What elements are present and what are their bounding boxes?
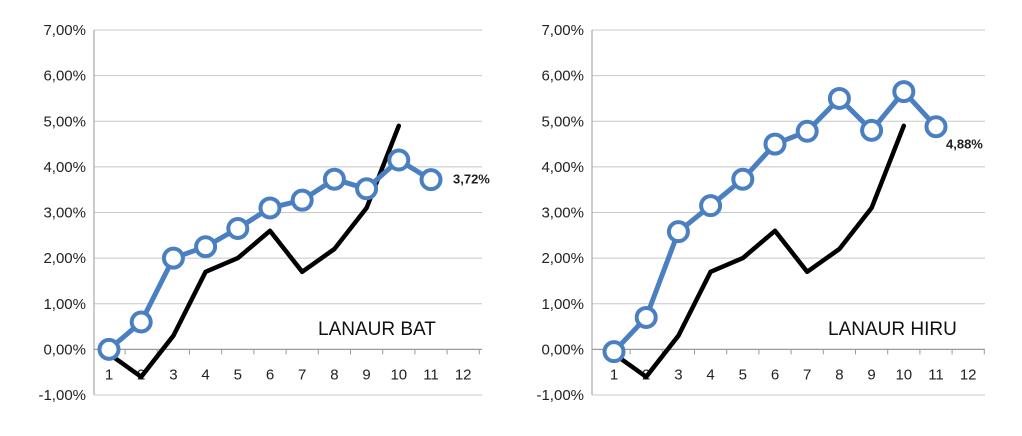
- x-tick-label: 9: [362, 366, 370, 383]
- series-point: [258, 196, 282, 220]
- y-tick-label: 2,00%: [43, 250, 86, 267]
- x-tick-label: 7: [803, 366, 811, 383]
- series-point: [194, 235, 218, 259]
- x-tick-label: 5: [234, 366, 242, 383]
- y-tick-label: 1,00%: [541, 296, 584, 313]
- y-tick-label: 4,00%: [541, 159, 584, 176]
- data-label: 4,88%: [946, 137, 983, 152]
- series-point: [731, 167, 755, 191]
- x-tick-label: 10: [895, 366, 912, 383]
- x-tick-label: 12: [960, 366, 977, 383]
- panel-label: LANAUR HIRU: [828, 319, 957, 340]
- x-tick-label: 1: [105, 366, 113, 383]
- y-tick-label: 3,00%: [43, 205, 86, 222]
- y-tick-label: 5,00%: [541, 113, 584, 130]
- y-tick-label: 1,00%: [43, 296, 86, 313]
- series-point: [419, 168, 443, 192]
- chart-panel-1: -1,00% 0,00% 1,00% 2,00% 3,00% 4,00% 5,00% 6,00…: [38, 22, 490, 404]
- x-tick-label: 12: [455, 366, 472, 383]
- series-point: [290, 188, 314, 212]
- series-point: [602, 340, 626, 364]
- series-point: [226, 216, 250, 240]
- series-point: [924, 115, 948, 139]
- x-tick-label: 6: [771, 366, 779, 383]
- y-tick-label: 6,00%: [541, 68, 584, 85]
- series-point: [666, 220, 690, 244]
- x-tick-label: 9: [867, 366, 875, 383]
- x-tick-label: 6: [266, 366, 274, 383]
- series-point: [699, 194, 723, 218]
- y-tick-label: -1,00%: [38, 387, 86, 404]
- chart-panel-2: -1,00% 0,00% 1,00% 2,00% 3,00% 4,00% 5,00% 6,00…: [536, 22, 985, 404]
- series-point: [827, 86, 851, 110]
- x-tick-label: 8: [835, 366, 843, 383]
- series-line-2: [106, 123, 402, 380]
- x-tick-label: 5: [739, 366, 747, 383]
- data-label: 3,72%: [453, 172, 490, 187]
- series-point: [387, 148, 411, 172]
- panel-label: LANAUR BAT: [318, 319, 436, 340]
- x-tick-label: 7: [298, 366, 306, 383]
- x-tick-label: 8: [330, 366, 338, 383]
- y-tick-label: 0,00%: [43, 341, 86, 358]
- series-line-1: [611, 89, 939, 355]
- series-point: [763, 132, 787, 156]
- series-point: [129, 310, 153, 334]
- y-tick-label: 7,00%: [541, 22, 584, 39]
- series-point: [892, 80, 916, 104]
- series-point: [161, 246, 185, 270]
- y-tick-label: 4,00%: [43, 159, 86, 176]
- y-tick-label: 5,00%: [43, 113, 86, 130]
- x-tick-label: 11: [928, 366, 944, 383]
- x-tick-label: 4: [201, 366, 209, 383]
- x-tick-label: 3: [169, 366, 177, 383]
- y-tick-label: 3,00%: [541, 205, 584, 222]
- series-point: [322, 167, 346, 191]
- y-tick-label: 7,00%: [43, 22, 86, 39]
- x-tick-label: 4: [706, 366, 714, 383]
- x-tick-label: 11: [423, 366, 439, 383]
- series-point: [355, 177, 379, 201]
- y-tick-label: 6,00%: [43, 68, 86, 85]
- series-point: [97, 337, 121, 361]
- series-line-2: [611, 123, 907, 380]
- y-tick-label: -1,00%: [536, 387, 584, 404]
- x-tick-label: 3: [674, 366, 682, 383]
- series-point: [795, 119, 819, 143]
- x-tick-label: 1: [610, 366, 618, 383]
- series-point: [860, 118, 884, 142]
- x-tick-label: 10: [390, 366, 407, 383]
- y-tick-label: 2,00%: [541, 250, 584, 267]
- series-point: [634, 305, 658, 329]
- y-tick-label: 0,00%: [541, 341, 584, 358]
